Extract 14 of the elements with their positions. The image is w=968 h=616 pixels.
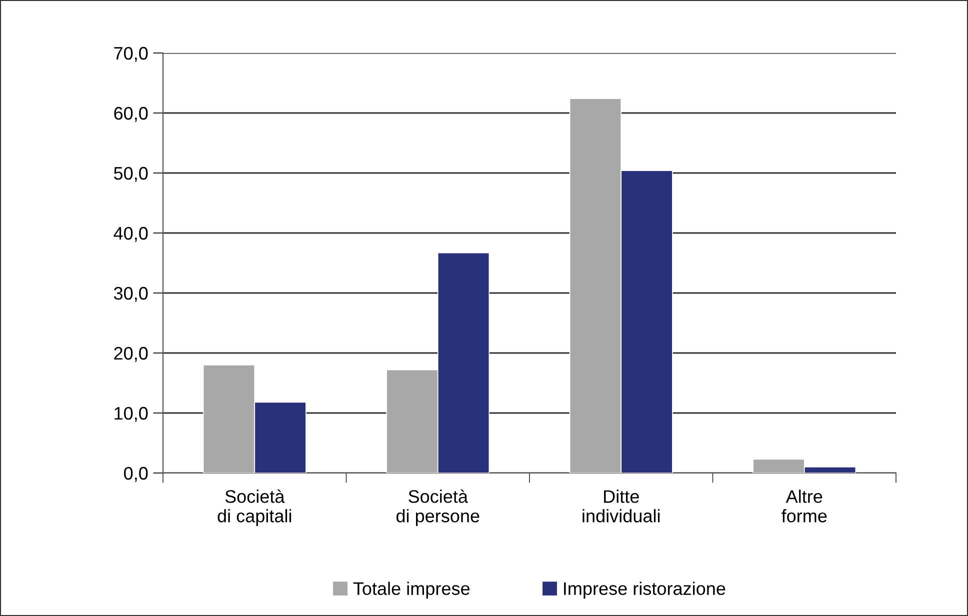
y-tick-label: 0,0 <box>124 466 148 482</box>
x-tick-label: Ditte individuali <box>582 490 660 522</box>
y-tick-label: 20,0 <box>114 346 148 362</box>
legend-label: Totale imprese <box>353 582 470 599</box>
legend-label: Imprese ristorazione <box>564 582 726 599</box>
y-tick-label: 30,0 <box>114 286 148 302</box>
x-tick-label: Società di persone <box>396 489 480 526</box>
y-tick-label: 50,0 <box>114 166 148 182</box>
x-tick-label: Società di capitali <box>218 489 292 526</box>
y-tick-label: 40,0 <box>114 226 148 242</box>
y-tick-label: 10,0 <box>114 406 148 422</box>
x-tick-label: Altre forme <box>782 490 827 522</box>
y-tick-label: 70,0 <box>114 46 148 62</box>
y-tick-label: 60,0 <box>114 106 148 122</box>
